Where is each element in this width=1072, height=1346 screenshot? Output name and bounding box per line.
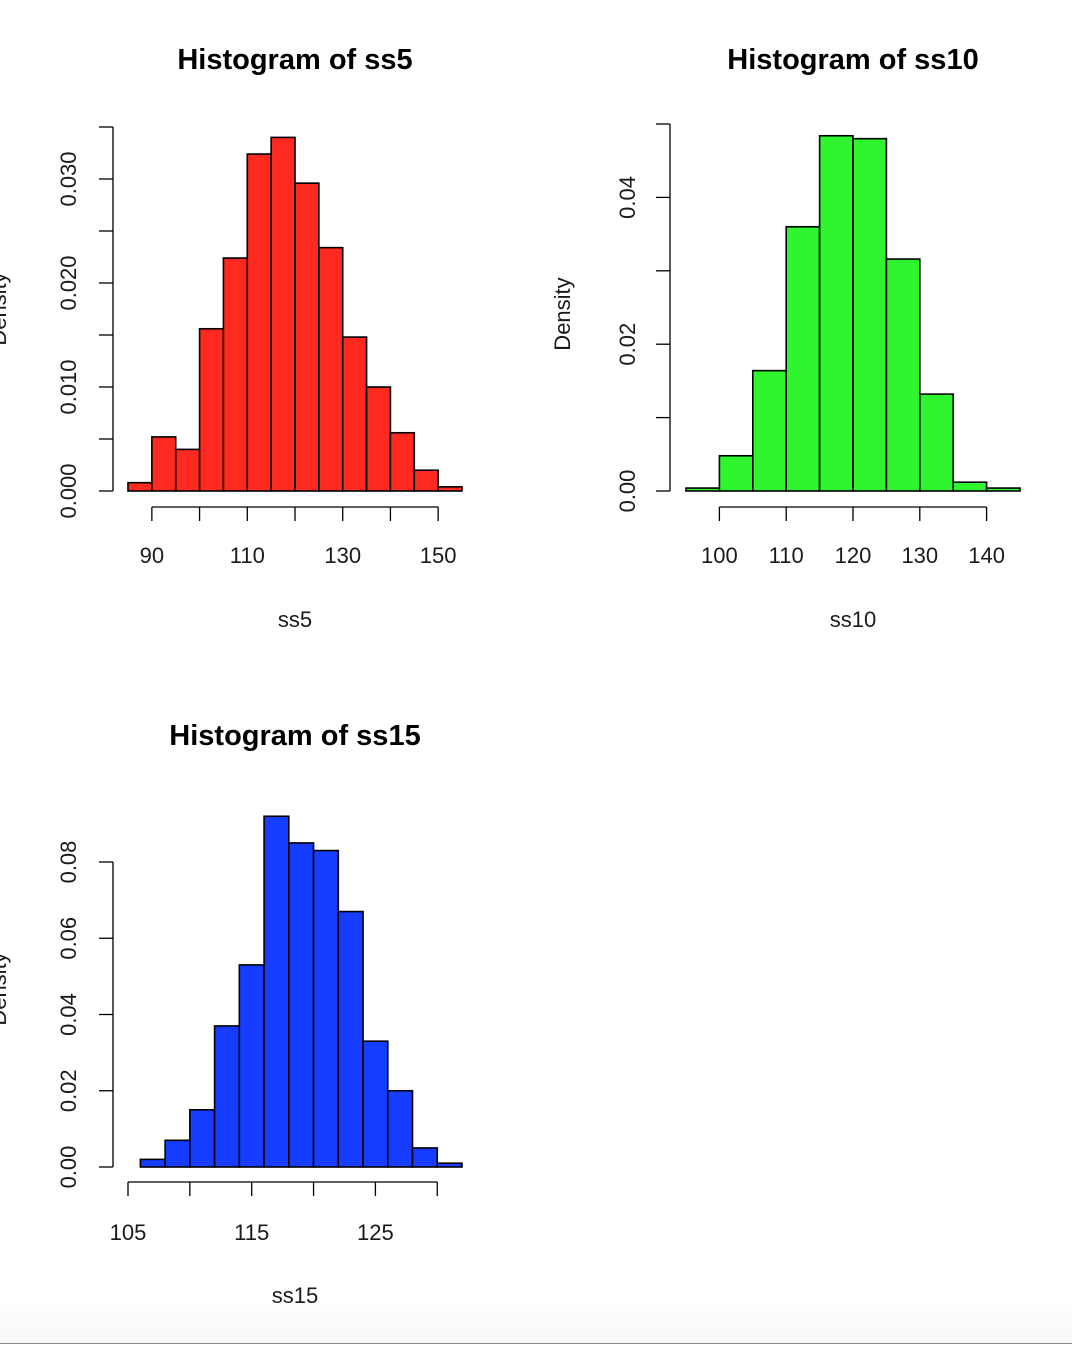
x-tick-label: 115 (234, 1220, 269, 1245)
histogram-bar (174, 448, 201, 492)
x-tick-label: 125 (357, 1220, 394, 1245)
y-axis-label: Density (0, 272, 11, 345)
histogram-bar (389, 431, 416, 492)
window-bottom-border (0, 1343, 1072, 1344)
x-tick-label: 150 (420, 543, 457, 568)
histogram-bar (238, 964, 265, 1168)
chart-title: Histogram of ss15 (169, 720, 420, 752)
y-tick-label: 0.030 (56, 151, 81, 206)
histogram-bar (365, 386, 392, 492)
histogram-bar (362, 1040, 389, 1168)
y-tick-label: 0.000 (56, 463, 81, 518)
histogram-bar (437, 486, 463, 492)
histogram-bar (341, 336, 368, 492)
histogram-bar (151, 436, 177, 492)
x-tick-label: 140 (968, 543, 1005, 568)
histogram-bar (318, 246, 344, 492)
histogram-bar (213, 1025, 241, 1168)
y-tick-label: 0.00 (615, 470, 640, 513)
x-tick-label: 90 (140, 543, 164, 568)
histogram-ss10: Histogram of ss10 100 110 120 130 140 0.00 0.02… (550, 44, 1021, 632)
histogram-bar (189, 1109, 216, 1168)
x-tick-label: 100 (701, 543, 738, 568)
y-tick-label: 0.02 (615, 323, 640, 366)
histogram-bar (198, 327, 225, 492)
x-axis-label: ss10 (830, 607, 876, 632)
histogram-bar (337, 910, 364, 1168)
histogram-bar (164, 1139, 191, 1168)
window-bottom-shade (0, 1300, 1072, 1343)
y-tick-label: 0.04 (56, 993, 81, 1036)
x-tick-label: 130 (324, 543, 361, 568)
histogram-bar (852, 137, 888, 492)
chart-title: Histogram of ss10 (727, 44, 978, 76)
x-tick-label: 130 (901, 543, 938, 568)
y-tick-label: 0.010 (56, 359, 81, 414)
histogram-bar (785, 225, 821, 492)
histogram-bar (751, 369, 787, 492)
histogram-bar (918, 393, 954, 492)
histogram-bar (685, 487, 721, 492)
y-tick-label: 0.00 (56, 1146, 81, 1189)
histogram-bar (127, 481, 153, 492)
histogram-bar (413, 469, 439, 492)
histogram-bar (985, 487, 1021, 492)
histogram-bar (885, 258, 921, 492)
histogram-ss15: Histogram of ss15 105 115 125 0.00 0.02 0.04 0.… (0, 720, 463, 1308)
histogram-bar (263, 815, 290, 1168)
chart-title: Histogram of ss5 (177, 44, 412, 76)
histogram-bar (436, 1162, 463, 1168)
histogram-bar (222, 257, 249, 492)
x-axis-label: ss15 (272, 1283, 318, 1308)
y-axis-label: Density (0, 952, 11, 1025)
histogram-bar (270, 136, 296, 492)
y-tick-label: 0.04 (615, 176, 640, 219)
histogram-ss5: Histogram of ss5 90 110 130 150 0.000 0.010 0.0… (0, 44, 463, 632)
histogram-bar (411, 1147, 439, 1168)
x-tick-label: 105 (110, 1220, 147, 1245)
histogram-bar (312, 849, 340, 1168)
y-axis-label: Density (550, 277, 575, 350)
x-tick-label: 120 (835, 543, 872, 568)
y-tick-label: 0.06 (56, 917, 81, 960)
y-tick-label: 0.020 (56, 255, 81, 310)
x-tick-label: 110 (769, 543, 804, 568)
histogram-bar (718, 454, 754, 492)
histogram-bar (952, 481, 988, 492)
x-axis-label: ss5 (278, 607, 312, 632)
histogram-bar (294, 182, 320, 492)
histogram-bar (246, 153, 272, 492)
histogram-bar (288, 842, 315, 1168)
x-tick-label: 110 (230, 543, 265, 568)
y-tick-label: 0.02 (56, 1069, 81, 1112)
histogram-bar (139, 1158, 166, 1168)
histogram-bar (386, 1089, 414, 1168)
y-tick-label: 0.08 (56, 841, 81, 884)
histogram-bar (818, 134, 854, 492)
